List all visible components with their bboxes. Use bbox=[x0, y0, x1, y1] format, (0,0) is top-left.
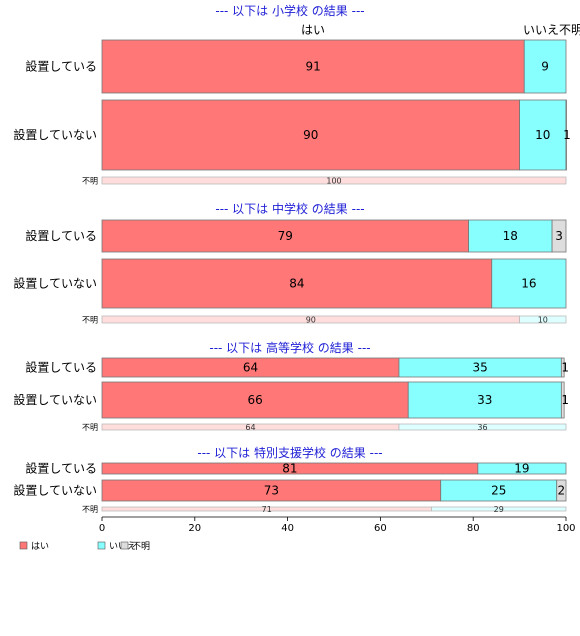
row-label: 不明 bbox=[82, 423, 98, 432]
data-label: 73 bbox=[264, 484, 279, 498]
row-label: 設置している bbox=[25, 360, 97, 375]
panel-title: --- 以下は 高等学校 の結果 --- bbox=[209, 340, 370, 355]
bar-segment bbox=[101, 381, 409, 419]
bar-segment bbox=[468, 219, 553, 253]
data-label: 1 bbox=[561, 361, 569, 375]
bar-segment bbox=[551, 219, 567, 253]
data-label: 36 bbox=[477, 423, 487, 432]
data-label: 1 bbox=[561, 393, 569, 407]
x-tick-label: 80 bbox=[467, 523, 480, 534]
bar-segment bbox=[398, 423, 567, 431]
row-label: 設置していない bbox=[13, 276, 97, 291]
row-label: 設置している bbox=[25, 228, 97, 243]
data-label: 35 bbox=[473, 361, 488, 375]
data-label: 10 bbox=[538, 316, 548, 325]
legend-label: 不明 bbox=[132, 541, 150, 552]
row-label: 不明 bbox=[82, 177, 98, 186]
row-label: 設置していない bbox=[13, 483, 97, 498]
data-label: 90 bbox=[303, 128, 318, 142]
bar-segment bbox=[556, 479, 567, 502]
data-label: 90 bbox=[306, 316, 316, 325]
data-label: 29 bbox=[494, 505, 504, 514]
data-label: 91 bbox=[305, 60, 320, 74]
data-label: 84 bbox=[289, 277, 304, 291]
data-label: 19 bbox=[514, 462, 529, 476]
bar-segment bbox=[519, 315, 567, 324]
data-label: 100 bbox=[326, 177, 341, 186]
data-label: 10 bbox=[535, 128, 550, 142]
data-label: 1 bbox=[563, 128, 571, 142]
bar-segment bbox=[477, 462, 567, 475]
header-label-yes: はい bbox=[301, 23, 325, 37]
data-label: 71 bbox=[262, 505, 272, 514]
bar-segment bbox=[431, 506, 567, 512]
bar-segment bbox=[101, 99, 521, 171]
header-label-no-unknown: いいえ不明 bbox=[523, 23, 580, 37]
data-label: 64 bbox=[245, 423, 255, 432]
panel-title: --- 以下は 特別支援学校 の結果 --- bbox=[197, 445, 382, 460]
bar-segment bbox=[491, 258, 567, 309]
bar-segment bbox=[101, 219, 469, 253]
bar-segment bbox=[560, 357, 565, 378]
row-label: 設置していない bbox=[13, 127, 97, 142]
bar-segment bbox=[560, 381, 565, 419]
legend-swatch bbox=[19, 541, 28, 550]
data-label: 16 bbox=[521, 277, 536, 291]
x-tick-label: 60 bbox=[374, 523, 387, 534]
data-label: 66 bbox=[247, 393, 262, 407]
x-tick-label: 20 bbox=[188, 523, 201, 534]
panel-title: --- 以下は 小学校 の結果 --- bbox=[215, 3, 364, 18]
data-label: 79 bbox=[278, 229, 293, 243]
legend-swatch bbox=[97, 541, 106, 550]
x-tick-label: 100 bbox=[556, 523, 575, 534]
row-label: 設置している bbox=[25, 461, 97, 476]
x-tick-label: 0 bbox=[99, 523, 105, 534]
row-label: 設置している bbox=[25, 59, 97, 74]
data-label: 64 bbox=[243, 361, 258, 375]
bar-segment bbox=[565, 99, 567, 171]
data-label: 25 bbox=[491, 484, 506, 498]
data-label: 81 bbox=[282, 462, 297, 476]
data-label: 33 bbox=[477, 393, 492, 407]
x-tick-label: 40 bbox=[281, 523, 294, 534]
bar-segment bbox=[407, 381, 562, 419]
data-label: 9 bbox=[541, 60, 549, 74]
bar-segment bbox=[101, 258, 493, 309]
panel-title: --- 以下は 中学校 の結果 --- bbox=[215, 201, 364, 216]
data-label: 18 bbox=[503, 229, 518, 243]
bar-segment bbox=[101, 176, 567, 185]
legend-label: はい bbox=[31, 541, 49, 552]
row-label: 不明 bbox=[82, 505, 98, 514]
bar-segment bbox=[519, 99, 567, 171]
bar-segment bbox=[523, 39, 567, 94]
row-label: 不明 bbox=[82, 316, 98, 325]
legend-swatch bbox=[120, 541, 129, 550]
bar-segment bbox=[101, 39, 525, 94]
data-label: 3 bbox=[555, 229, 563, 243]
row-label: 設置していない bbox=[13, 392, 97, 407]
data-label: 2 bbox=[558, 484, 566, 498]
